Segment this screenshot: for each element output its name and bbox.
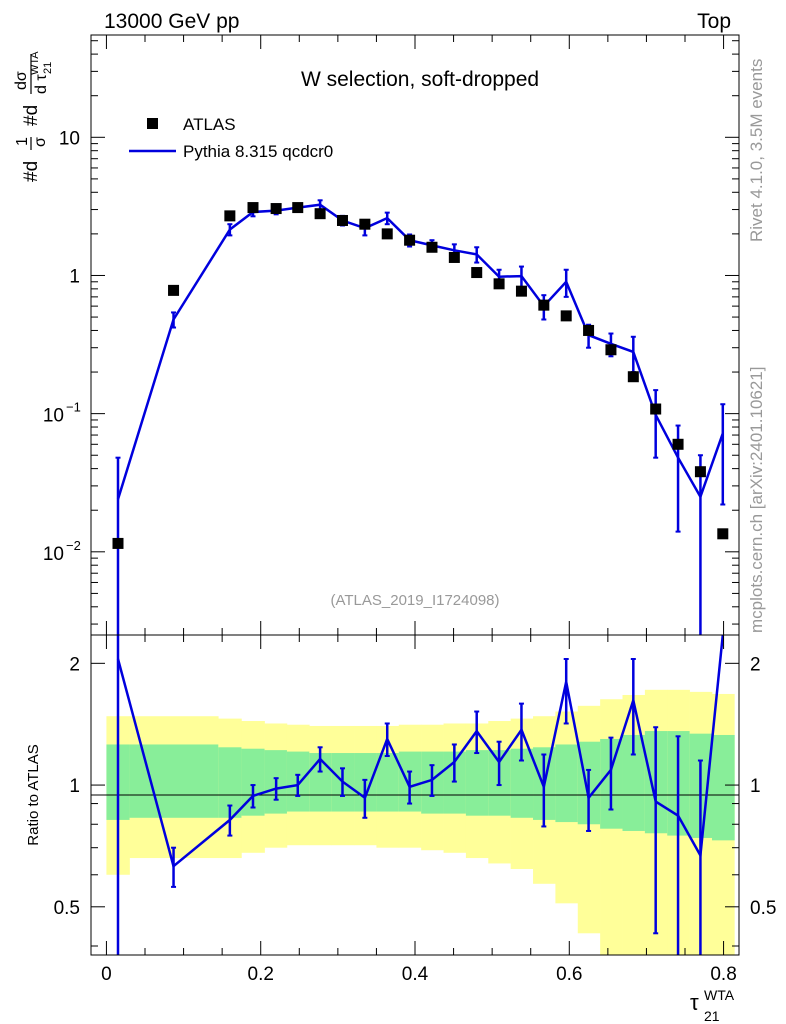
ylabel-part-a: #d <box>21 161 42 182</box>
main-y-tick-exp: −2 <box>66 538 81 553</box>
data-point <box>494 278 505 289</box>
data-point <box>224 210 235 221</box>
rivet-label: Rivet 4.1.0, 3.5M events <box>747 59 766 242</box>
data-point <box>628 371 639 382</box>
data-point <box>605 344 616 355</box>
main-y-tick-base: 10 <box>43 406 64 427</box>
data-point <box>449 252 460 263</box>
data-point <box>717 528 728 539</box>
data-point <box>113 538 124 549</box>
xlabel-sub: 21 <box>704 1008 720 1024</box>
source-label: mcplots.cern.ch [arXiv:2401.10621] <box>747 367 766 633</box>
main-y-tick-label: 10 <box>59 128 80 149</box>
x-tick-label: 0.4 <box>402 964 429 985</box>
ylabel-part-e: dσ <box>13 71 30 90</box>
ylabel-part-c: σ <box>32 137 49 147</box>
x-tick-label: 0 <box>101 964 112 985</box>
ratio-y-tick-label-left: 2 <box>69 654 80 675</box>
data-point <box>650 404 661 415</box>
ylabel-part-g: WTA <box>29 51 41 75</box>
data-point <box>404 235 415 246</box>
ylabel-part-b: 1 <box>14 137 31 146</box>
data-point <box>382 228 393 239</box>
x-tick-label: 0.8 <box>710 964 736 985</box>
data-point <box>695 466 706 477</box>
data-point <box>583 325 594 336</box>
x-tick-label: 0.2 <box>248 964 274 985</box>
data-point <box>359 219 370 230</box>
analysis-watermark: (ATLAS_2019_I1724098) <box>330 592 499 609</box>
main-y-tick-base: 10 <box>43 544 64 565</box>
data-point <box>561 310 572 321</box>
xlabel-sup: WTA <box>704 987 735 1003</box>
main-y-tick-base: 1 <box>69 266 80 287</box>
legend-label-pythia: Pythia 8.315 qcdcr0 <box>183 142 333 161</box>
legend-label-atlas: ATLAS <box>183 115 236 134</box>
main-y-tick-exp: −1 <box>66 400 81 415</box>
band-inner <box>466 750 489 816</box>
legend-marker-atlas <box>147 118 158 129</box>
ratio-y-tick-label-right: 2 <box>750 654 761 675</box>
header-energy: 13000 GeV pp <box>104 10 239 33</box>
ratio-y-tick-label-right: 1 <box>750 776 761 797</box>
data-point <box>426 242 437 253</box>
ratio-y-tick-label-left: 0.5 <box>54 898 80 919</box>
x-tick-label: 0.6 <box>556 964 582 985</box>
data-point <box>516 286 527 297</box>
ratio-y-tick-label-right: 0.5 <box>750 898 776 919</box>
plot-canvas: 13000 GeV pp Top Rivet 4.1.0, 3.5M event… <box>0 0 786 1024</box>
data-point <box>168 285 179 296</box>
header-process: Top <box>697 10 731 33</box>
main-y-tick-base: 10 <box>59 128 80 149</box>
ratio-y-tick-label-left: 1 <box>69 776 80 797</box>
xlabel-base: τ <box>690 990 699 1015</box>
ratio-ylabel: Ratio to ATLAS <box>25 744 42 845</box>
band-inner <box>712 735 735 840</box>
data-point <box>271 203 282 214</box>
ylabel-part-h: 21 <box>42 62 54 74</box>
data-point <box>315 208 326 219</box>
data-point <box>292 202 303 213</box>
ylabel-part-d: #d <box>21 105 42 126</box>
ylabel-part-f: d τ <box>33 74 50 94</box>
data-point <box>248 202 259 213</box>
data-point <box>337 215 348 226</box>
data-point <box>471 267 482 278</box>
data-point <box>538 300 549 311</box>
data-point <box>673 439 684 450</box>
band-inner <box>555 744 578 822</box>
main-y-tick-label: 1 <box>69 266 80 287</box>
chart-title: W selection, soft-dropped <box>301 68 539 91</box>
